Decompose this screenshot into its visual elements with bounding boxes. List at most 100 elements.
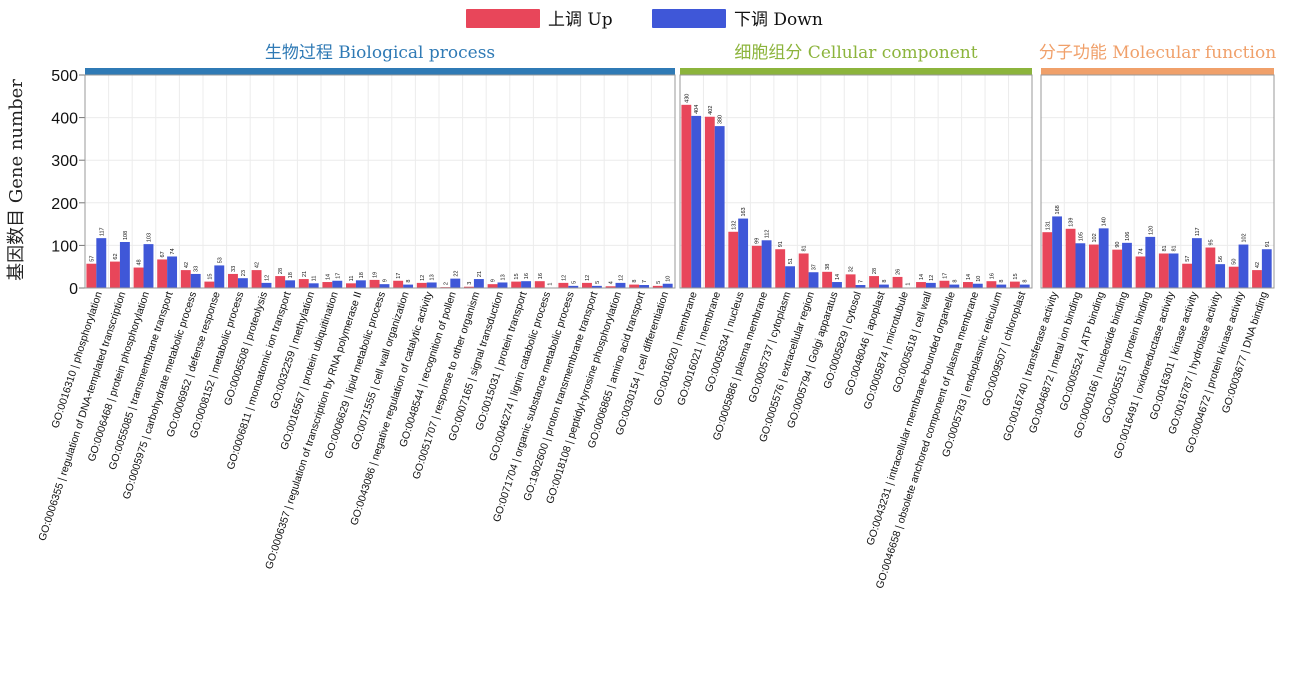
data-label-up: 8 [632,280,638,283]
y-tick-label: 200 [51,196,78,213]
bar-down [332,280,343,288]
data-label-up: 81 [1162,245,1168,251]
data-label-down: 5 [571,281,577,284]
bar-up [346,283,356,288]
bar-down [237,278,248,288]
bar-down [615,282,626,288]
data-label-down: 106 [1125,232,1131,241]
data-label-up: 32 [849,266,855,272]
bar-up [1205,247,1216,288]
data-label-up: 102 [1092,233,1098,242]
bar-down [308,283,319,288]
panel-title: 生物过程 Biological process [265,43,495,63]
legend-down-label: 下调 Down [734,10,823,30]
panel-header-strip [1041,68,1274,75]
data-label-down: 380 [718,115,724,124]
data-label-up: 33 [231,266,237,272]
bar-down [426,282,437,288]
data-label-up: 42 [184,262,190,268]
bar-down [143,244,154,288]
bar-up [582,282,592,288]
data-label-down: 117 [99,227,105,236]
bar-up [728,231,739,288]
data-label-up: 95 [1208,239,1214,245]
legend-down-swatch [652,9,726,28]
bar-up [605,286,616,288]
data-label-up: 50 [1232,259,1238,265]
bar-down [473,279,484,288]
bar-down [949,284,960,288]
data-label-up: 17 [942,273,948,279]
bar-down [1191,238,1202,288]
legend-up-swatch [466,9,540,28]
bar-down [996,284,1007,288]
panel-header-strip [680,68,1032,75]
data-label-up: 42 [1255,262,1261,268]
panel-title: 细胞组分 Cellular component [734,43,977,63]
data-label-down: 8 [999,280,1005,283]
data-label-up: 28 [278,268,284,274]
data-label-up: 28 [872,268,878,274]
bar-up [416,282,427,288]
data-label-down: 8 [1023,280,1029,283]
data-label-up: 12 [420,275,426,281]
y-axis-ticks: 0 100 200 300 400 500 [51,68,85,298]
bar-down [878,284,889,288]
bar-up [487,284,498,288]
data-label-down: 9 [382,279,388,282]
bar-down [450,278,461,288]
bar-up [1112,249,1123,288]
data-label-down: 12 [264,275,270,281]
bar-up [298,279,309,288]
bar-down [497,282,508,288]
data-label-up: 132 [731,221,737,230]
data-label-down: 7 [642,280,648,283]
data-label-up: 38 [825,264,831,270]
data-label-down: 117 [1195,227,1201,236]
data-label-down: 8 [882,280,888,283]
y-tick-label: 100 [51,238,78,255]
data-label-down: 74 [170,248,176,254]
bar-up [704,116,715,288]
data-label-down: 56 [1218,256,1224,262]
bar-up [110,261,120,288]
y-tick-label: 300 [51,153,78,170]
data-label-down: 18 [359,272,365,278]
bar-up [86,263,97,288]
bar-up [180,270,191,288]
data-label-up: 57 [89,256,95,262]
bar-up [798,253,809,288]
bar-down [1019,284,1030,288]
bar-down [1075,243,1086,288]
bar-up [1182,263,1192,288]
data-label-up: 14 [966,274,972,280]
bar-down [261,282,272,288]
data-label-up: 15 [207,273,213,279]
bar-down [1168,253,1179,288]
bar-up [133,267,144,288]
bar-up [464,286,474,288]
bar-down [1098,228,1109,288]
bar-down [855,285,866,288]
data-label-down: 10 [976,276,982,282]
data-label-down: 37 [812,264,818,270]
data-label-down: 53 [217,257,223,263]
bar-up [1065,228,1076,288]
bar-down [925,282,936,288]
bar-up [157,259,168,288]
bar-down [738,218,749,288]
panel-title: 分子功能 Molecular function [1039,43,1276,63]
data-label-up: 12 [585,275,591,281]
bar-down [662,283,673,288]
bar-down [1122,242,1132,288]
data-label-down: 163 [741,207,747,216]
bar-up [845,274,856,288]
bar-down [785,266,795,288]
bar-down [714,126,725,289]
data-label-up: 2 [443,282,449,285]
panel-frame [1040,74,1275,289]
bar-down [568,285,579,288]
bar-up [322,282,333,288]
